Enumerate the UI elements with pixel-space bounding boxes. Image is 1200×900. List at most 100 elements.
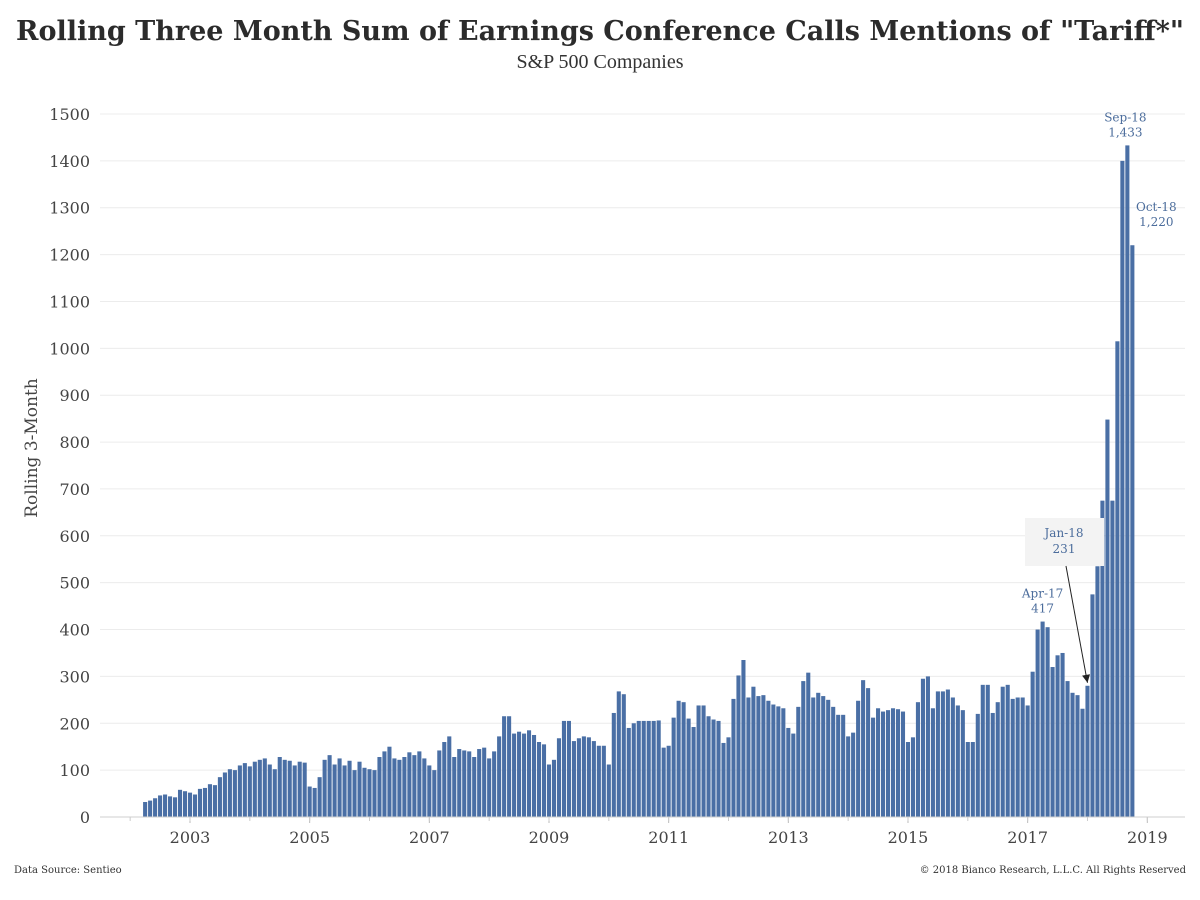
bar — [731, 698, 736, 817]
bar — [721, 742, 726, 817]
bar — [362, 767, 367, 817]
bar — [372, 770, 377, 817]
bar — [527, 730, 532, 817]
bar — [945, 689, 950, 817]
annotation-value: 1,220 — [1139, 215, 1173, 229]
bar — [452, 757, 457, 817]
bar — [387, 746, 392, 817]
bar — [163, 794, 168, 817]
bar — [666, 745, 671, 817]
bar — [541, 744, 547, 817]
bar — [801, 681, 806, 817]
bar — [292, 765, 297, 817]
bar — [512, 733, 517, 817]
bar — [207, 784, 212, 817]
bar — [252, 761, 257, 817]
bar — [591, 741, 596, 817]
bar — [940, 691, 945, 817]
bar — [227, 769, 232, 817]
bar — [621, 694, 626, 817]
bar — [192, 794, 198, 817]
bar — [551, 759, 557, 817]
bar — [581, 736, 586, 817]
y-tick-label: 1400 — [49, 152, 90, 171]
bar — [1125, 145, 1130, 817]
bar — [656, 720, 661, 817]
callout-box — [1025, 518, 1104, 566]
bar — [482, 747, 487, 817]
bar — [317, 777, 322, 817]
bar — [970, 742, 975, 817]
bar — [417, 751, 422, 817]
bar — [586, 737, 591, 817]
bar — [671, 717, 676, 817]
bar — [327, 755, 332, 817]
bar — [402, 757, 407, 817]
y-tick-label: 600 — [59, 527, 90, 546]
y-tick-label: 900 — [59, 386, 90, 405]
bar — [272, 769, 277, 817]
bar — [686, 718, 691, 817]
bar — [1065, 681, 1070, 817]
bar — [1020, 697, 1025, 817]
y-tick-label: 300 — [59, 667, 90, 686]
bar — [507, 716, 512, 817]
bar — [796, 706, 801, 817]
bar — [347, 760, 352, 817]
bar — [287, 760, 292, 817]
bar — [861, 680, 866, 817]
bar — [811, 697, 816, 817]
bar — [1055, 655, 1060, 817]
bar — [487, 758, 492, 817]
y-tick-label: 800 — [59, 433, 90, 452]
bar — [821, 696, 826, 817]
bar — [990, 712, 995, 817]
bar — [786, 727, 791, 817]
callout-arrow-head — [1082, 674, 1090, 683]
bar — [915, 702, 920, 817]
bar — [781, 708, 786, 817]
y-tick-label: 500 — [59, 574, 90, 593]
bar — [1100, 500, 1105, 817]
x-tick-label: 2017 — [1007, 828, 1048, 847]
bar — [681, 702, 686, 817]
chart-title: Rolling Three Month Sum of Earnings Conf… — [16, 16, 1184, 47]
bar — [1050, 667, 1055, 817]
bar — [1015, 697, 1020, 817]
bar — [497, 736, 502, 817]
bar — [1005, 684, 1010, 817]
bar — [1085, 685, 1090, 817]
bar — [307, 786, 312, 817]
bar — [611, 712, 616, 817]
bar — [851, 732, 856, 817]
bar — [601, 745, 606, 817]
bar — [920, 678, 925, 817]
bar — [965, 742, 970, 817]
bar — [616, 691, 621, 817]
bar — [332, 764, 337, 817]
bar — [980, 684, 985, 817]
bar — [462, 750, 467, 817]
bar — [522, 733, 527, 817]
bar — [960, 710, 965, 817]
x-tick-label: 2013 — [768, 828, 809, 847]
bar — [182, 791, 188, 817]
bar — [816, 692, 821, 817]
annotation-month: Jan-18 — [1042, 526, 1083, 540]
bar — [866, 688, 871, 817]
bar — [282, 759, 287, 817]
data-source: Data Source: Sentieo — [14, 865, 122, 876]
bar — [561, 720, 566, 817]
x-tick-label: 2005 — [289, 828, 330, 847]
bar — [736, 675, 741, 817]
bar — [1130, 245, 1135, 818]
bar — [158, 795, 163, 817]
bar — [566, 720, 571, 817]
bar — [1070, 692, 1075, 817]
bar — [352, 770, 357, 817]
y-tick-label: 1100 — [49, 292, 90, 311]
bar — [746, 697, 751, 817]
bar — [726, 737, 731, 817]
bar — [791, 733, 796, 817]
